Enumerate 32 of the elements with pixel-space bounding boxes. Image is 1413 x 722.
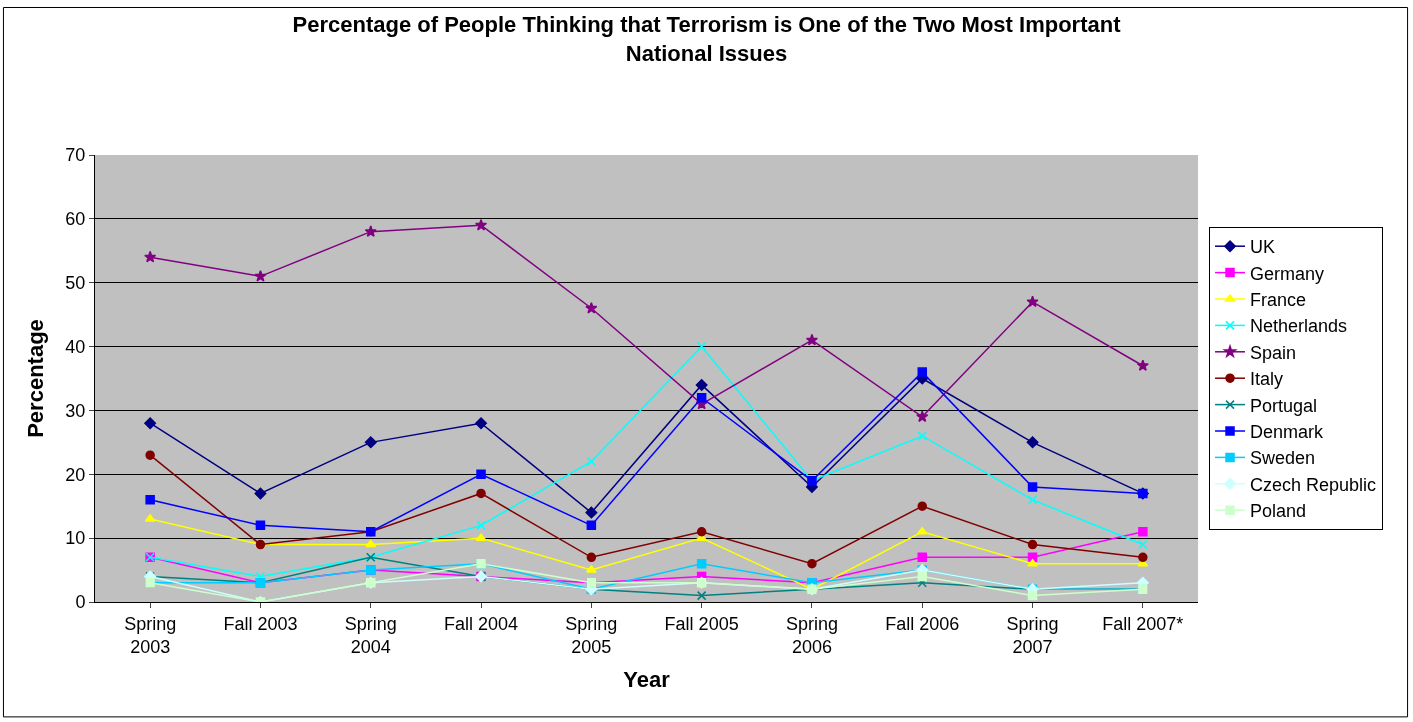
y-tick-label: 60 [65,209,86,230]
y-tick-label: 70 [65,145,86,166]
legend-label: Germany [1250,263,1325,284]
x-tick-label: Spring 2007 [1006,613,1059,657]
y-tick-label: 0 [75,592,86,613]
legend-label: Poland [1250,501,1307,522]
chart-title: Percentage of People Thinking that Terrorism is One of the Two Most Important National Issues [292,12,1122,67]
y-tick-label: 10 [65,528,86,549]
legend-label: France [1250,290,1307,311]
y-tick-label: 40 [65,336,86,357]
x-tick-label: Spring 2005 [565,613,618,657]
x-tick-label: Fall 2004 [444,613,519,634]
x-tick-label: Spring 2003 [124,613,177,657]
y-tick-label: 50 [65,273,86,294]
legend-label: Sweden [1250,448,1316,469]
x-tick-label: Fall 2005 [664,613,739,634]
x-tick-label: Spring 2006 [785,613,838,657]
x-axis-title: Year [623,666,671,692]
y-axis-title: Percentage [23,319,49,438]
legend-label: Netherlands [1250,316,1348,337]
x-tick-label: Fall 2003 [223,613,298,634]
legend-label: Italy [1250,369,1284,390]
legend-label: UK [1250,237,1276,258]
y-tick-label: 20 [65,464,86,485]
legend-label: Spain [1250,342,1297,363]
x-tick-label: Fall 2007* [1102,613,1184,634]
legend-label: Czech Republic [1250,474,1377,495]
x-tick-label: Spring 2004 [344,613,397,657]
legend-label: Denmark [1250,422,1325,443]
x-tick-label: Fall 2006 [885,613,960,634]
legend-label: Portugal [1250,395,1318,416]
y-tick-label: 30 [65,400,86,421]
